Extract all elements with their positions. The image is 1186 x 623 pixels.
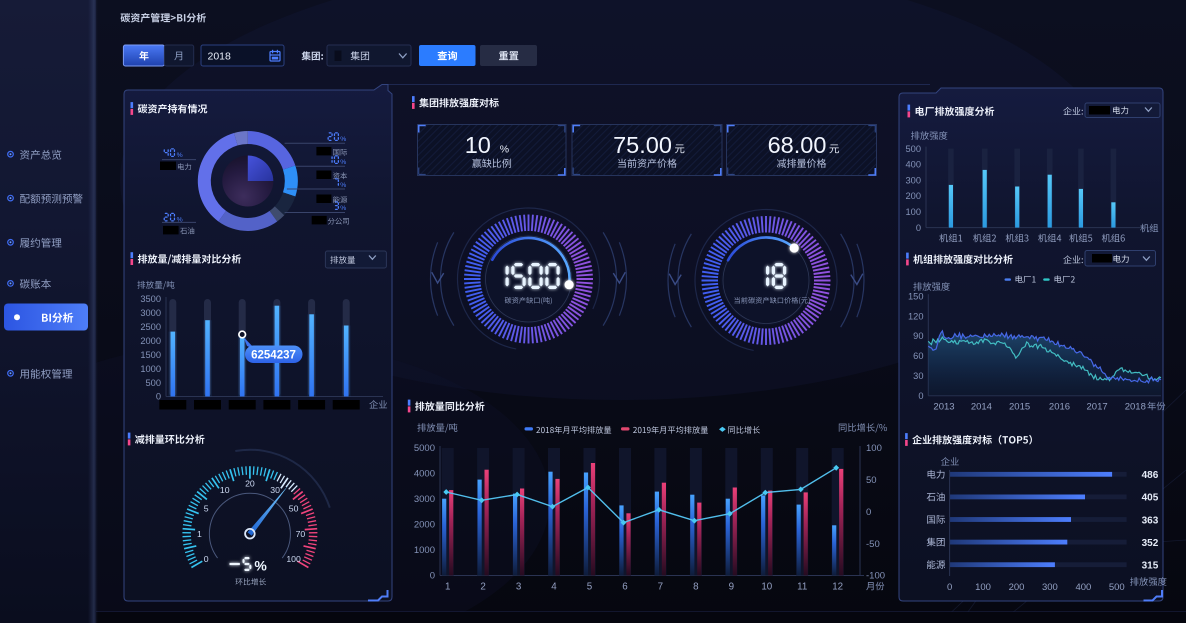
svg-text:-50: -50 [866,539,880,550]
svg-text:50: 50 [866,475,877,486]
svg-text:0: 0 [947,582,952,593]
svg-text:7: 7 [658,582,663,593]
svg-text:30: 30 [913,371,923,381]
svg-text:405: 405 [1142,493,1159,504]
svg-text:9: 9 [729,582,734,593]
svg-text:3000: 3000 [140,308,161,318]
svg-text:0: 0 [916,223,921,233]
svg-text:500: 500 [145,378,161,388]
svg-text:12: 12 [832,582,843,593]
svg-text:400: 400 [905,160,921,170]
svg-text:200: 200 [905,191,921,201]
svg-text:70: 70 [296,529,306,539]
svg-text:6: 6 [622,582,628,593]
svg-text:6254237: 6254237 [251,350,296,362]
svg-text:1: 1 [445,582,450,593]
svg-text:120: 120 [908,311,924,321]
svg-text:20: 20 [245,478,255,488]
svg-text:5: 5 [204,504,209,514]
svg-text:352: 352 [1142,538,1159,549]
svg-text:100: 100 [975,582,991,593]
svg-text:5000: 5000 [414,443,435,454]
svg-text:4000: 4000 [414,469,435,480]
svg-text:3500: 3500 [140,294,161,304]
svg-text:300: 300 [1042,582,1058,593]
svg-text:0: 0 [866,507,871,518]
svg-text:%: % [254,558,267,574]
svg-text:%: % [177,217,183,224]
svg-text:2018: 2018 [208,51,232,63]
svg-text:400: 400 [1075,582,1091,593]
svg-text:2000: 2000 [140,336,161,346]
svg-text:11: 11 [797,582,807,593]
svg-text:363: 363 [1142,515,1159,526]
svg-text:2018: 2018 [1125,402,1146,413]
svg-text:50: 50 [289,504,299,514]
svg-text:90: 90 [913,331,923,341]
svg-text:200: 200 [1009,582,1025,593]
svg-text:0: 0 [430,571,435,582]
svg-text:-100: -100 [866,571,885,582]
svg-text:10: 10 [761,582,772,593]
svg-text:8: 8 [693,582,699,593]
svg-text:2016: 2016 [1049,402,1070,413]
svg-text:60: 60 [913,351,923,361]
svg-text:2013: 2013 [933,402,954,413]
svg-text:315: 315 [1142,561,1159,572]
svg-text:%: % [340,159,346,166]
svg-text:0: 0 [204,554,209,564]
svg-text:2500: 2500 [140,322,161,332]
svg-text:%: % [340,136,346,143]
svg-text:5: 5 [587,582,593,593]
svg-text:2000: 2000 [414,520,435,531]
svg-text:1000: 1000 [140,364,161,374]
svg-text:%: % [340,182,346,189]
svg-text:0: 0 [918,391,923,401]
svg-text:10: 10 [465,132,491,158]
svg-text:30: 30 [270,485,280,495]
svg-text:2015: 2015 [1009,402,1030,413]
svg-text:2014: 2014 [971,402,992,413]
svg-text:0: 0 [156,392,161,402]
svg-text:1: 1 [197,529,202,539]
svg-text:486: 486 [1142,470,1159,481]
svg-text:100: 100 [905,207,921,217]
svg-text:68.00: 68.00 [768,132,827,158]
svg-text:150: 150 [908,291,924,301]
svg-text:500: 500 [905,144,921,154]
svg-text:3000: 3000 [414,494,435,505]
svg-text:10: 10 [220,485,230,495]
svg-text:%: % [177,152,183,159]
svg-text:100: 100 [286,554,301,564]
svg-text:300: 300 [905,175,921,185]
svg-text:500: 500 [1109,582,1125,593]
svg-text:75.00: 75.00 [613,132,672,158]
svg-text:%: % [500,144,509,156]
svg-text:4: 4 [551,582,557,593]
svg-text:3: 3 [516,582,522,593]
svg-text:100: 100 [866,443,882,454]
svg-text:%: % [340,205,346,212]
svg-text:2: 2 [480,582,485,593]
svg-text:2017: 2017 [1087,402,1108,413]
svg-text:1000: 1000 [414,545,435,556]
svg-text:1500: 1500 [140,350,161,360]
